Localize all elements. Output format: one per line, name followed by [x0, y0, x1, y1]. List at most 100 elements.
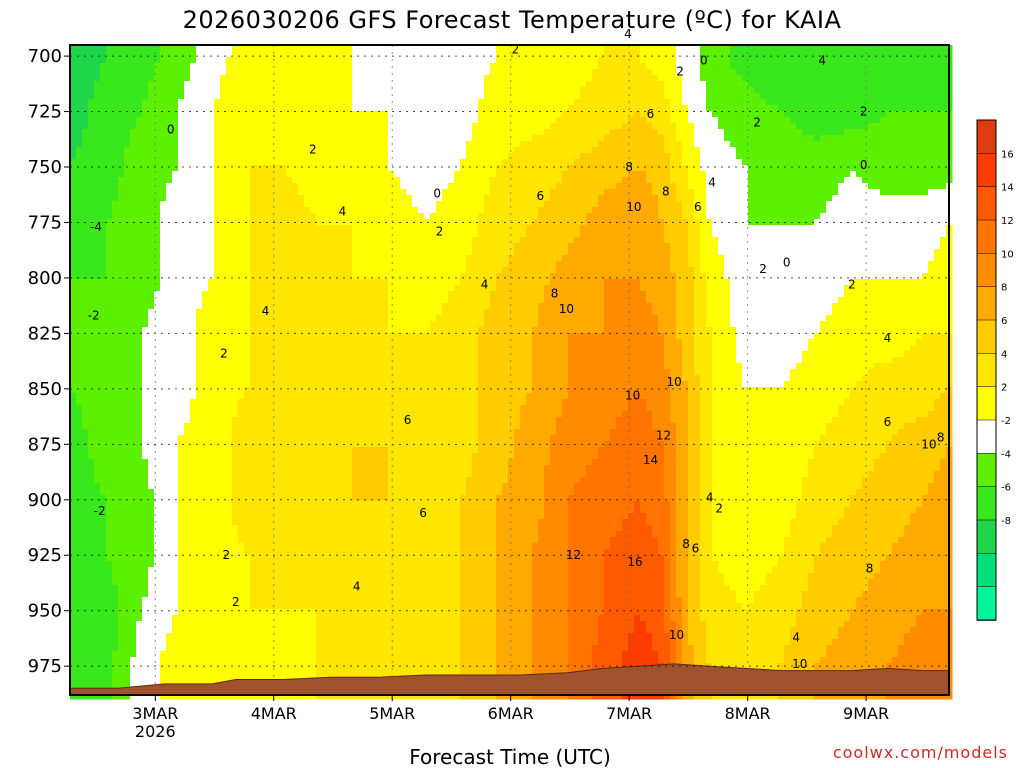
temperature-cell	[832, 243, 839, 250]
temperature-cell	[142, 177, 149, 184]
temperature-cell	[508, 159, 515, 166]
temperature-cell	[916, 177, 923, 184]
temperature-cell	[814, 201, 821, 208]
temperature-cell	[286, 237, 293, 244]
temperature-cell	[274, 123, 281, 130]
temperature-cell	[748, 159, 755, 166]
temperature-cell	[358, 93, 365, 100]
temperature-cell	[328, 183, 335, 190]
temperature-cell	[352, 57, 359, 64]
temperature-cell	[496, 201, 503, 208]
temperature-cell	[226, 51, 233, 58]
temperature-cell	[214, 213, 221, 220]
temperature-cell	[208, 51, 215, 58]
temperature-cell	[916, 231, 923, 238]
temperature-cell	[844, 87, 851, 94]
temperature-cell	[508, 117, 515, 124]
temperature-cell	[862, 105, 869, 112]
temperature-cell	[382, 237, 389, 244]
temperature-cell	[574, 201, 581, 208]
temperature-cell	[148, 57, 155, 64]
temperature-cell	[400, 129, 407, 136]
temperature-cell	[208, 63, 215, 70]
temperature-cell	[310, 45, 317, 52]
temperature-cell	[652, 105, 659, 112]
temperature-cell	[928, 237, 935, 244]
temperature-cell	[172, 183, 179, 190]
temperature-cell	[940, 195, 947, 202]
temperature-cell	[730, 93, 737, 100]
temperature-cell	[472, 243, 479, 250]
temperature-cell	[406, 129, 413, 136]
temperature-cell	[712, 123, 719, 130]
temperature-cell	[724, 225, 731, 232]
temperature-cell	[232, 69, 239, 76]
temperature-cell	[268, 153, 275, 160]
temperature-cell	[580, 123, 587, 130]
temperature-cell	[502, 75, 509, 82]
temperature-cell	[166, 81, 173, 88]
temperature-cell	[718, 225, 725, 232]
temperature-cell	[364, 117, 371, 124]
temperature-cell	[154, 231, 161, 238]
temperature-cell	[394, 117, 401, 124]
temperature-cell	[598, 99, 605, 106]
temperature-cell	[892, 45, 899, 52]
temperature-cell	[208, 177, 215, 184]
temperature-cell	[274, 159, 281, 166]
temperature-cell	[586, 117, 593, 124]
temperature-cell	[604, 93, 611, 100]
temperature-cell	[844, 75, 851, 82]
temperature-cell	[208, 171, 215, 178]
temperature-cell	[256, 87, 263, 94]
temperature-cell	[250, 75, 257, 82]
temperature-cell	[742, 171, 749, 178]
temperature-cell	[148, 141, 155, 148]
temperature-cell	[238, 81, 245, 88]
temperature-cell	[766, 93, 773, 100]
temperature-cell	[646, 57, 653, 64]
temperature-cell	[118, 87, 125, 94]
temperature-cell	[280, 123, 287, 130]
temperature-cell	[400, 159, 407, 166]
temperature-cell	[616, 147, 623, 154]
temperature-cell	[382, 213, 389, 220]
temperature-cell	[274, 75, 281, 82]
temperature-cell	[184, 207, 191, 214]
temperature-cell	[178, 135, 185, 142]
temperature-cell	[694, 195, 701, 202]
temperature-cell	[160, 123, 167, 130]
temperature-cell	[856, 99, 863, 106]
temperature-cell	[136, 129, 143, 136]
temperature-cell	[784, 51, 791, 58]
temperature-cell	[748, 69, 755, 76]
temperature-cell	[916, 201, 923, 208]
temperature-cell	[748, 63, 755, 70]
temperature-cell	[70, 111, 77, 118]
temperature-cell	[520, 63, 527, 70]
temperature-cell	[154, 207, 161, 214]
temperature-cell	[358, 159, 365, 166]
temperature-cell	[448, 243, 455, 250]
temperature-cell	[196, 105, 203, 112]
temperature-cell	[628, 165, 635, 172]
temperature-cell	[190, 129, 197, 136]
temperature-cell	[412, 189, 419, 196]
temperature-cell	[172, 105, 179, 112]
temperature-cell	[532, 231, 539, 238]
temperature-cell	[604, 75, 611, 82]
temperature-cell	[430, 207, 437, 214]
temperature-cell	[748, 153, 755, 160]
temperature-cell	[688, 117, 695, 124]
temperature-cell	[694, 75, 701, 82]
temperature-cell	[580, 225, 587, 232]
temperature-cell	[574, 189, 581, 196]
temperature-cell	[394, 87, 401, 94]
temperature-cell	[382, 93, 389, 100]
temperature-cell	[646, 159, 653, 166]
temperature-cell	[406, 111, 413, 118]
temperature-cell	[448, 81, 455, 88]
temperature-cell	[802, 147, 809, 154]
temperature-cell	[892, 207, 899, 214]
temperature-cell	[730, 51, 737, 58]
